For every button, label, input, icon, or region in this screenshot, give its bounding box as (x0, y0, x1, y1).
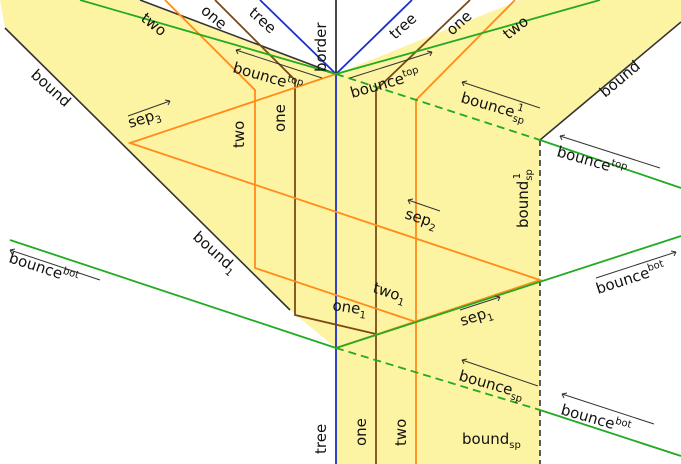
bound-left-line (4, 27, 291, 311)
label-bounce-bot-far-right: bouncebot (559, 401, 633, 438)
bound-right-line (539, 21, 681, 141)
brown-lines (214, 0, 471, 464)
bounce-bot-far-right-line (539, 409, 681, 457)
bounce-top-far-right-line (539, 139, 681, 189)
arrow-sep3 (127, 99, 171, 117)
arrow-bounce-sp1 (461, 80, 541, 109)
label-tree-bottom: tree (312, 424, 330, 454)
bounce-sp1-line (335, 73, 541, 141)
arrow-bounce-top-mid (349, 50, 433, 79)
bounce-bot-left-line (9, 239, 337, 349)
label-bounce-top-right: bouncetop (555, 143, 629, 180)
label-two-bottom: two (392, 419, 410, 446)
two-top-right-line (415, 0, 516, 101)
bounce-top-left-line (79, 0, 337, 75)
label-tree-top-left: tree (245, 4, 279, 38)
blue-lines (259, 0, 413, 464)
arrow-bounce-bot-right (595, 250, 677, 279)
tree-top-right-line (335, 0, 413, 75)
label-border: border (312, 22, 330, 72)
top-left-edge (139, 0, 337, 75)
arrow-sep2 (407, 198, 441, 212)
bounce-bot-right-line (335, 235, 681, 349)
green-lines (9, 0, 681, 457)
label-bound-sp1: boundsp1 (512, 169, 535, 228)
label-bound-sp: boundsp (462, 430, 521, 451)
yellow-left-band (0, 0, 336, 348)
label-one-mid: one (271, 104, 289, 132)
label-two-mid: two (230, 121, 248, 148)
label-arrows (9, 48, 677, 425)
bounce-top-right-line (335, 0, 601, 75)
label-tree-top-right: tree (386, 9, 420, 43)
label-bounce-bot-left: bouncebot (7, 249, 81, 288)
label-one-bottom: one (352, 418, 370, 446)
label-one1: one1 (331, 296, 368, 322)
tree-top-left-line (259, 0, 337, 75)
arrow-bounce-bot-left (9, 248, 101, 281)
arrow-bounce-top-right (559, 134, 661, 169)
yellow-right-band (420, 0, 681, 464)
arrow-bounce-sp (461, 358, 539, 387)
boundary-lines (4, 0, 681, 464)
bounce-sp-line (335, 347, 541, 411)
arrow-sep1 (459, 295, 501, 311)
two-left-path (164, 0, 417, 323)
arrow-bounce-bot-far-right (561, 392, 655, 425)
label-bounce-bot-right: bouncebot (594, 259, 668, 298)
one-top-right-line (375, 0, 471, 91)
arrow-bounce-top-left (235, 48, 323, 79)
